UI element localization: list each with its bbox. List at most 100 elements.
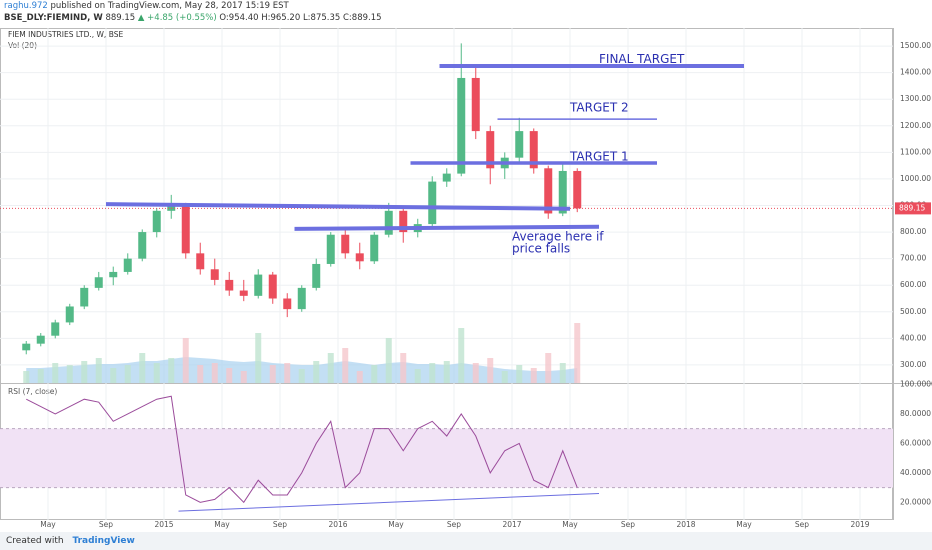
y-tick-label: 1500.00 <box>900 41 931 50</box>
volume-bar <box>240 371 247 383</box>
volume-bar <box>23 371 30 383</box>
candle-body <box>341 234 350 254</box>
x-tick-label: May <box>388 520 404 529</box>
y-tick-label: 1400.00 <box>900 68 931 77</box>
volume-bar <box>429 363 436 383</box>
annotation: FINAL TARGET <box>599 52 685 66</box>
candle-body <box>94 277 103 288</box>
volume-bar <box>545 353 552 383</box>
volume-bar <box>313 361 320 383</box>
volume-bar <box>269 365 276 383</box>
y-tick-label: 1300.00 <box>900 94 931 103</box>
candle-body <box>515 131 524 158</box>
footer: Created with TradingView <box>0 532 932 550</box>
chart: FIEM INDUSTRIES LTD., W, BSE Vol (20) RS… <box>0 28 932 529</box>
volume-bar <box>197 365 204 383</box>
candle-body <box>297 287 306 310</box>
candle-body <box>471 77 480 132</box>
candle-body <box>80 287 89 307</box>
annotation: TARGET 2 <box>569 100 629 114</box>
volume-bar <box>37 369 44 383</box>
close: C:889.15 <box>342 13 382 23</box>
rsi-trend-line <box>178 492 600 512</box>
candle-body <box>22 343 31 351</box>
y-tick-label: 20.0000 <box>900 497 931 506</box>
last-price-tag <box>895 202 931 215</box>
volume-bar <box>95 358 102 383</box>
volume-bar <box>182 338 189 383</box>
x-tick-label: Sep <box>99 520 113 529</box>
frame <box>0 28 893 520</box>
x-tick-label: Sep <box>447 520 461 529</box>
candle-body <box>384 210 393 235</box>
candle-body <box>442 173 451 182</box>
author[interactable]: raghu.972 <box>4 1 48 11</box>
volume-bar <box>487 358 494 383</box>
y-tick-label: 60.0000 <box>900 438 931 447</box>
y-tick-label: 700.00 <box>900 254 926 263</box>
x-tick-label: 2015 <box>154 520 173 529</box>
x-tick-label: 2016 <box>328 520 347 529</box>
open: O:954.40 <box>219 13 259 23</box>
volume-bar <box>414 369 421 383</box>
candle-body <box>355 253 364 262</box>
brand[interactable]: TradingView <box>72 536 135 546</box>
published: published on TradingView.com, May 28, 20… <box>50 1 289 11</box>
annotation: Average here if <box>512 230 604 244</box>
candle-body <box>486 131 495 169</box>
x-tick-label: 2017 <box>502 520 521 529</box>
candle-body <box>544 168 553 214</box>
candle-body <box>36 335 45 344</box>
candle-body <box>254 274 263 296</box>
candle-body <box>138 232 147 259</box>
candle-body <box>326 234 335 264</box>
volume-bar <box>472 363 479 383</box>
volume-bar <box>559 363 566 383</box>
volume-bar <box>400 353 407 383</box>
x-tick-label: May <box>40 520 56 529</box>
candle-body <box>65 306 74 323</box>
candle-body <box>239 290 248 296</box>
candle-body <box>399 210 408 233</box>
x-tick-label: May <box>214 520 230 529</box>
x-tick-label: Sep <box>621 520 635 529</box>
volume-label: Vol (20) <box>8 41 37 50</box>
volume-bar <box>342 348 349 383</box>
annotation: TARGET 1 <box>569 149 629 163</box>
volume-bar <box>501 371 508 383</box>
low: L:875.35 <box>302 13 341 23</box>
volume-bar <box>327 353 334 383</box>
x-tick-label: Sep <box>273 520 287 529</box>
y-tick-label: 800.00 <box>900 227 926 236</box>
candle-body <box>196 253 205 270</box>
candle-body <box>210 269 219 280</box>
volume-bar <box>298 369 305 383</box>
candle-body <box>558 170 567 214</box>
volume-bar <box>168 358 175 383</box>
chart-title: FIEM INDUSTRIES LTD., W, BSE <box>8 30 123 39</box>
last-price-label: 889.15 <box>899 203 925 212</box>
y-tick-label: 100.0000 <box>900 379 932 388</box>
axes: May Sep 2015 May Sep 2016 May Sep 2017 May Sep 2018… <box>40 41 932 529</box>
rsi-label: RSI (7, close) <box>8 387 57 396</box>
annotation: price falls <box>512 241 570 255</box>
rsi-pane <box>0 383 893 520</box>
rsi-line <box>26 395 578 504</box>
volume-bar <box>52 363 59 383</box>
candle-body <box>370 234 379 262</box>
volume-bar <box>226 368 233 383</box>
volume-bar <box>284 363 291 383</box>
created: Created with <box>6 536 64 546</box>
price-pane: FINAL TARGET TARGET 2 TARGET 1 Average here… <box>0 28 893 383</box>
symbol: BSE_DLY:FIEMIND, W <box>4 13 103 23</box>
change: ▲ +4.85 (+0.55%) <box>137 13 217 23</box>
header-line: BSE_DLY:FIEMIND, W 889.15 ▲ +4.85 (+0.55… <box>4 12 382 24</box>
x-tick-label: May <box>562 520 578 529</box>
candle-body <box>312 263 321 288</box>
y-tick-label: 1100.00 <box>900 147 931 156</box>
trend-line <box>294 224 600 231</box>
volume-bar <box>371 365 378 383</box>
volume-bar <box>110 368 117 383</box>
candle-body <box>181 205 190 254</box>
